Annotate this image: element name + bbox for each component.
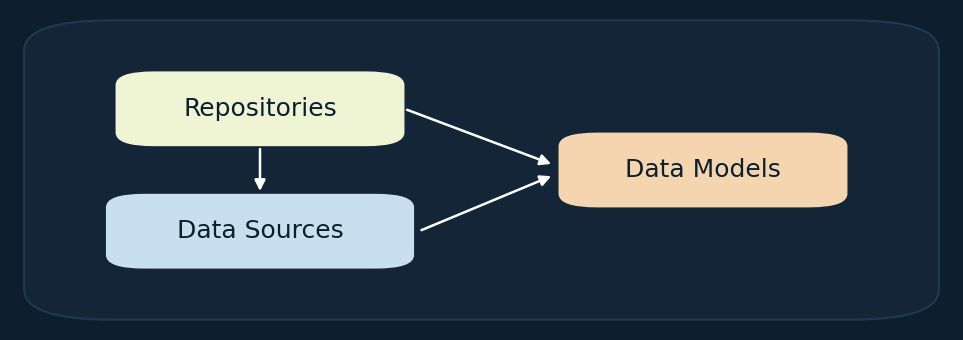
FancyBboxPatch shape: [116, 71, 404, 146]
FancyBboxPatch shape: [24, 20, 939, 320]
Text: Repositories: Repositories: [183, 97, 337, 121]
FancyBboxPatch shape: [559, 133, 847, 207]
FancyBboxPatch shape: [106, 194, 414, 269]
Text: Data Models: Data Models: [625, 158, 781, 182]
Text: Data Sources: Data Sources: [176, 219, 344, 243]
